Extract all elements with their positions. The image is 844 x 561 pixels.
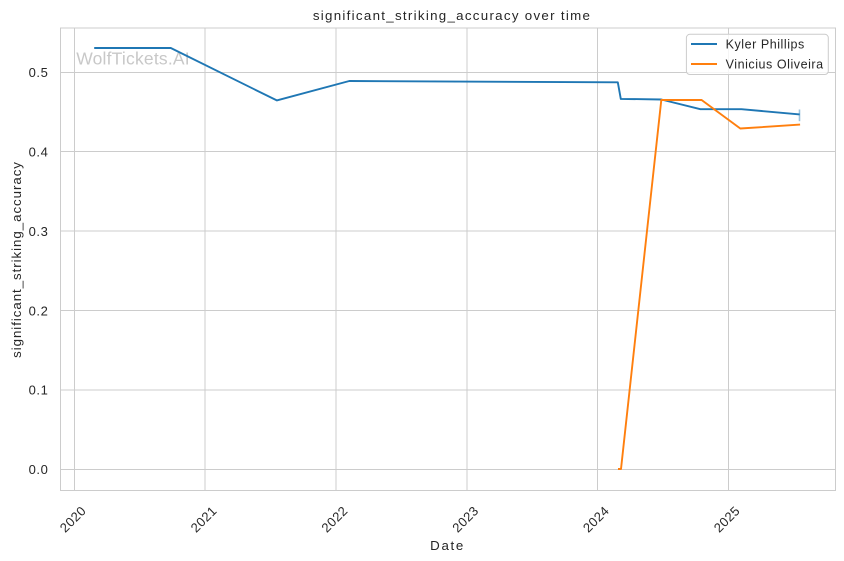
svg-text:WolfTickets.AI: WolfTickets.AI [76,48,190,68]
svg-text:Kyler Phillips: Kyler Phillips [726,37,805,51]
svg-text:0.2: 0.2 [29,303,49,318]
svg-text:0.0: 0.0 [29,462,49,477]
svg-text:0.5: 0.5 [29,65,49,80]
svg-text:Date: Date [430,538,465,553]
svg-text:significant_striking_accuracy: significant_striking_accuracy [9,161,24,358]
svg-text:0.4: 0.4 [29,145,49,160]
svg-text:0.1: 0.1 [29,383,49,398]
svg-text:Vinicius Oliveira: Vinicius Oliveira [726,57,824,71]
svg-text:0.3: 0.3 [29,224,49,239]
svg-text:significant_striking_accuracy: significant_striking_accuracy over time [313,8,591,23]
